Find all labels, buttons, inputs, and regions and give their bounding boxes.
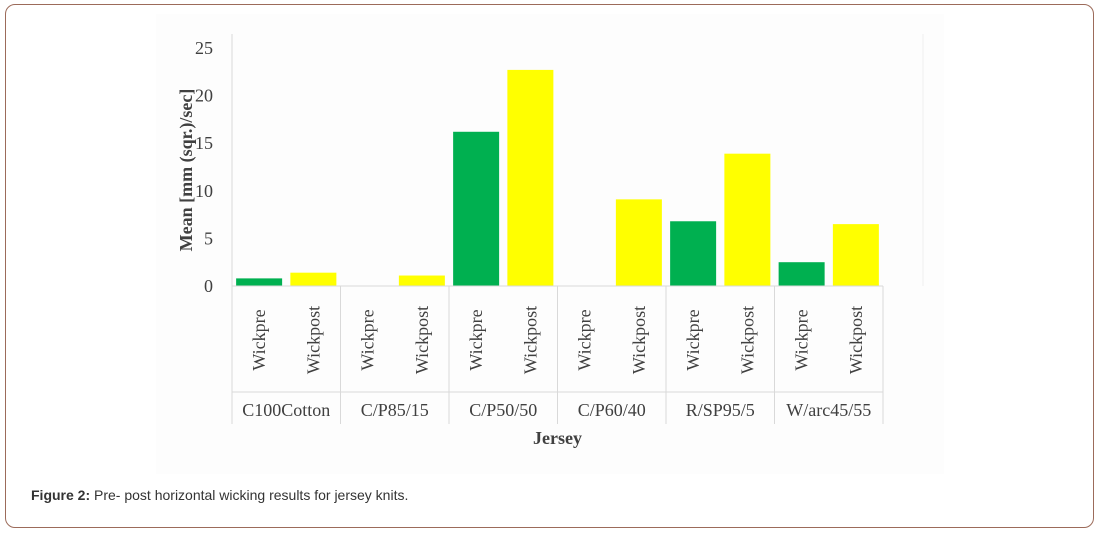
x-subcategory-label: Wickpre	[683, 309, 703, 370]
x-subcategory-label: Wickpre	[249, 309, 269, 370]
x-axis-title: Jersey	[533, 428, 582, 448]
x-category-label: C/P85/15	[361, 400, 429, 420]
x-subcategory-label: Wickpre	[466, 309, 486, 370]
x-subcategory-label: Wickpre	[792, 309, 812, 370]
bar-wickpre	[670, 221, 717, 286]
y-tick-label: 5	[204, 228, 213, 248]
x-subcategory-label: Wickpre	[575, 309, 595, 370]
bar-wickpost	[507, 69, 554, 286]
bar-wickpre	[778, 262, 825, 286]
x-category-label: R/SP95/5	[686, 400, 755, 420]
bar-chart: 0 5 10 15 20 25 Mean [mm (sqr.)/sec] Wickpre Wic…	[156, 14, 944, 474]
bar-wickpost	[724, 153, 771, 286]
x-subcategory-label: Wickpost	[846, 306, 866, 374]
bar-wickpost	[290, 272, 337, 286]
y-tick-label: 0	[204, 276, 213, 296]
y-tick-label: 15	[195, 133, 213, 153]
y-tick-label: 10	[195, 181, 213, 201]
x-category-label: C100Cotton	[242, 400, 330, 420]
x-subcategory-label: Wickpre	[358, 309, 378, 370]
bar-wickpre	[453, 131, 500, 286]
x-subcategory-label: Wickpost	[412, 306, 432, 374]
y-axis-title: Mean [mm (sqr.)/sec]	[176, 89, 197, 252]
x-subcategory-label: Wickpost	[303, 306, 323, 374]
bar-wickpost	[398, 275, 445, 286]
caption-label: Figure 2:	[31, 487, 91, 503]
bar-wickpost	[832, 224, 879, 286]
x-category-label: C/P50/50	[469, 400, 537, 420]
y-tick-label: 25	[195, 38, 213, 58]
chart-container: 0 5 10 15 20 25 Mean [mm (sqr.)/sec] Wickpre Wic…	[156, 14, 944, 474]
y-tick-label: 20	[195, 86, 213, 106]
x-category-label: W/arc45/55	[786, 400, 871, 420]
bar-wickpre	[236, 278, 283, 286]
x-subcategory-label: Wickpost	[737, 306, 757, 374]
x-subcategory-label: Wickpost	[520, 306, 540, 374]
bar-wickpost	[615, 199, 662, 286]
x-category-label: C/P60/40	[578, 400, 646, 420]
x-subcategory-label: Wickpost	[629, 306, 649, 374]
figure-caption: Figure 2: Pre- post horizontal wicking r…	[31, 487, 408, 503]
caption-text: Pre- post horizontal wicking results for…	[90, 487, 409, 503]
